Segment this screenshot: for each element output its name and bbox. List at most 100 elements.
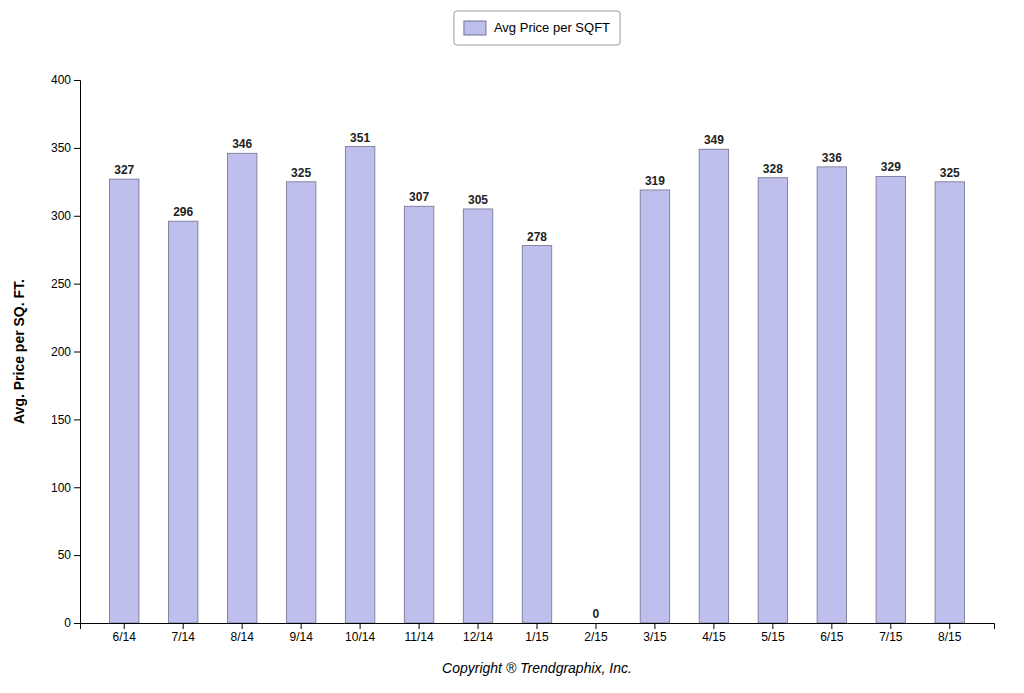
x-tick: 7/14 (172, 623, 196, 644)
tick-label: 6/15 (820, 630, 844, 644)
tick-mark (74, 148, 80, 149)
y-tick: 400 (51, 73, 80, 87)
bar (404, 206, 433, 623)
tick-mark (183, 623, 184, 629)
tick-mark (74, 623, 80, 624)
tick-label: 11/14 (404, 630, 433, 644)
tick-mark (949, 623, 950, 629)
tick-label: 7/15 (879, 630, 903, 644)
data-label: 351 (350, 131, 370, 145)
tick-mark (831, 623, 832, 629)
plot: 0501001502002503003504006/147/148/149/14… (51, 73, 995, 643)
bar (699, 149, 728, 623)
x-axis: 6/14 7/14 8/14 9/14 10/14 11/14 12/14 1/15 2/15 3… (81, 623, 995, 644)
legend-label: Avg Price per SQFT (494, 20, 610, 35)
x-tick: 1/15 (525, 623, 549, 644)
data-label: 319 (645, 174, 665, 188)
tick-mark (74, 555, 80, 556)
bar (935, 182, 964, 623)
tick-label: 400 (51, 73, 71, 87)
tick-mark (537, 623, 538, 629)
tick-mark (360, 623, 361, 629)
bar (640, 190, 669, 623)
y-tick: 250 (51, 277, 80, 291)
y-axis: 050100150200250300350400 (51, 73, 81, 630)
tick-label: 9/14 (289, 630, 313, 644)
x-tick: 12/14 (463, 623, 493, 644)
tick-label: 6/14 (113, 630, 137, 644)
bar (758, 178, 787, 623)
data-label: 325 (940, 166, 960, 180)
data-label: 346 (232, 137, 252, 151)
tick-mark (772, 623, 773, 629)
legend-swatch (464, 21, 486, 35)
tick-label: 12/14 (463, 630, 493, 644)
y-tick: 350 (51, 141, 80, 155)
tick-mark (74, 216, 80, 217)
x-tick: 5/15 (761, 623, 785, 644)
tick-label: 1/15 (525, 630, 549, 644)
bar (227, 153, 256, 623)
tick-label: 2/15 (584, 630, 608, 644)
data-label: 278 (527, 230, 547, 244)
tick-mark (654, 623, 655, 629)
data-label: 328 (763, 162, 783, 176)
tick-label: 5/15 (761, 630, 785, 644)
data-label: 305 (468, 193, 488, 207)
x-tick: 6/15 (820, 623, 844, 644)
y-axis-title: Avg. Price per SQ. FT. (11, 279, 27, 424)
bars (109, 147, 964, 623)
tick-mark (74, 487, 80, 488)
data-label: 327 (114, 163, 134, 177)
legend-item: Avg Price per SQFT (464, 20, 610, 35)
tick-mark (74, 419, 80, 420)
bar (522, 246, 551, 623)
x-axis-title: Copyright ® Trendgraphix, Inc. (442, 660, 632, 676)
tick-mark (595, 623, 596, 629)
tick-label: 7/14 (172, 630, 196, 644)
bar (286, 182, 315, 623)
y-tick: 200 (51, 345, 80, 359)
x-tick: 2/15 (584, 623, 608, 644)
tick-label: 8/15 (938, 630, 962, 644)
data-labels: 3272963463253513073052780319349328336329… (114, 131, 960, 621)
y-tick: 0 (64, 616, 80, 630)
x-tick: 8/15 (938, 623, 962, 644)
tick-mark (74, 284, 80, 285)
tick-mark (74, 80, 80, 81)
tick-label: 0 (64, 616, 71, 630)
x-tick: 11/14 (404, 623, 433, 644)
x-tick: 4/15 (702, 623, 726, 644)
tick-label: 200 (51, 345, 71, 359)
tick-mark (478, 623, 479, 629)
x-tick: 6/14 (113, 623, 137, 644)
tick-label: 10/14 (345, 630, 375, 644)
data-label: 296 (173, 205, 193, 219)
tick-mark (713, 623, 714, 629)
tick-mark (301, 623, 302, 629)
data-label: 329 (881, 160, 901, 174)
tick-mark (242, 623, 243, 629)
axis-line (74, 81, 81, 624)
tick-label: 250 (51, 277, 71, 291)
bar (581, 623, 610, 624)
y-tick: 300 (51, 209, 80, 223)
tick-label: 8/14 (230, 630, 254, 644)
x-tick: 10/14 (345, 623, 375, 644)
y-tick: 100 (51, 481, 80, 495)
y-tick: 150 (51, 413, 80, 427)
legend-frame (454, 11, 620, 45)
tick-label: 4/15 (702, 630, 726, 644)
tick-mark (124, 623, 125, 629)
tick-label: 350 (51, 141, 71, 155)
chart: 0501001502002503003504006/147/148/149/14… (0, 0, 1024, 693)
data-label: 349 (704, 133, 724, 147)
tick-label: 150 (51, 413, 71, 427)
tick-mark (74, 352, 80, 353)
x-tick: 3/15 (643, 623, 667, 644)
tick-label: 3/15 (643, 630, 667, 644)
tick-mark (890, 623, 891, 629)
bar (463, 209, 492, 623)
x-tick: 9/14 (289, 623, 313, 644)
tick-mark (419, 623, 420, 629)
